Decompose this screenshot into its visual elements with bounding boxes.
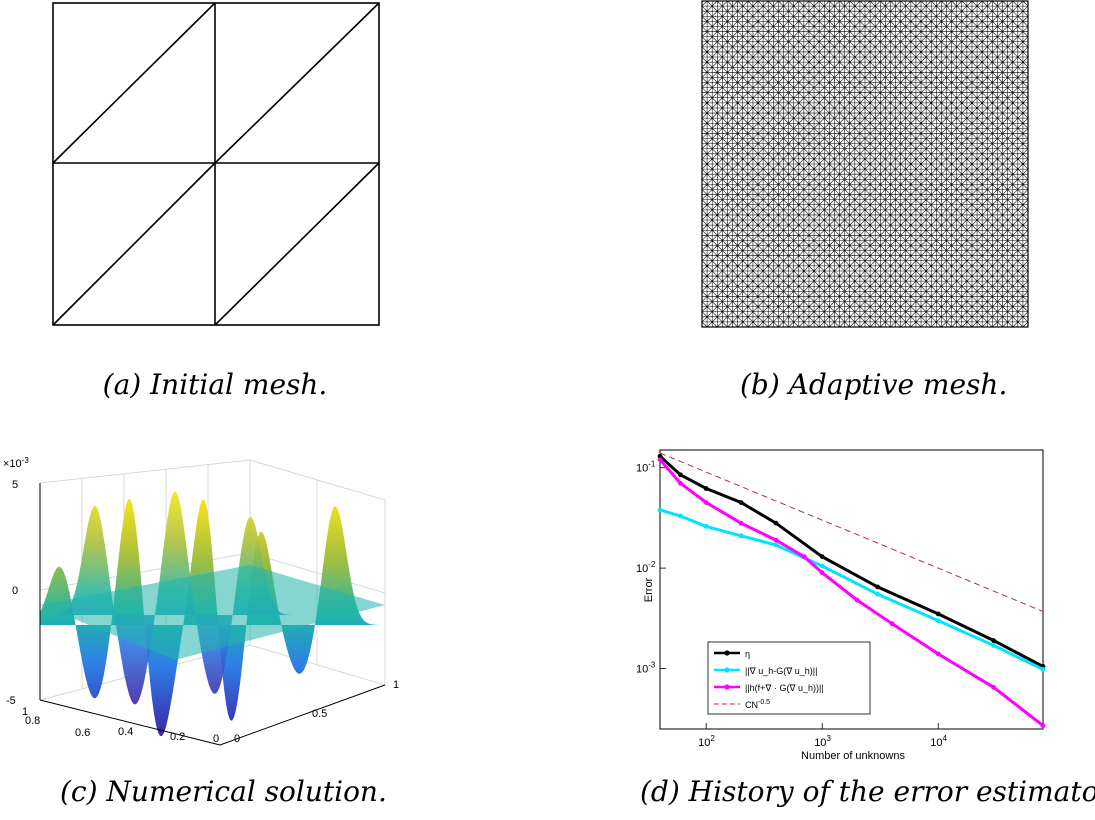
data-point xyxy=(703,486,709,491)
x-tick-label: 102 xyxy=(698,734,715,749)
mesh-edge xyxy=(214,162,380,326)
z-tick: -5 xyxy=(6,695,16,707)
mesh-edge xyxy=(52,162,216,326)
data-point xyxy=(991,642,996,648)
y-tick: 0.8 xyxy=(25,715,40,727)
adaptive-mesh-panel xyxy=(701,0,1029,328)
y-tick: 0 xyxy=(213,733,219,745)
data-point xyxy=(738,500,744,505)
series-line-1 xyxy=(659,508,1044,671)
data-point xyxy=(703,524,709,529)
data-point xyxy=(738,520,744,526)
data-point xyxy=(991,638,996,643)
data-point xyxy=(991,684,996,690)
z-tick: 5 xyxy=(12,479,18,491)
caption-b: (b) Adaptive mesh. xyxy=(740,368,1008,401)
data-point xyxy=(773,520,779,526)
surface-plane xyxy=(40,565,385,660)
caption-d: (d) History of the error estimator. xyxy=(640,775,1095,808)
legend-entry: ||h(f+∇ · G(∇ u_h))|| xyxy=(745,683,824,693)
axis-lines xyxy=(39,483,386,746)
numerical-solution-panel: ×10-3 5 0 -5 1 0.8 0.6 0.4 0.2 0 0 0.5 1 xyxy=(3,456,399,746)
caption-a: (a) Initial mesh. xyxy=(102,368,328,401)
x-axis-label: Number of unknowns xyxy=(801,750,905,762)
z-exponent-label: ×10-3 xyxy=(3,456,29,470)
y-tick: 0.2 xyxy=(170,731,185,743)
y-tick-label: 10-3 xyxy=(636,661,656,676)
x-tick: 0 xyxy=(234,733,240,745)
mesh-edge xyxy=(214,2,380,164)
y-tick-label: 10-2 xyxy=(636,560,656,575)
data-point xyxy=(935,611,941,617)
y-tick-label: 10-1 xyxy=(636,460,656,475)
y-axis-label: Error xyxy=(643,577,655,602)
data-point xyxy=(657,457,663,463)
x-tick: 0.5 xyxy=(312,708,327,720)
data-point xyxy=(854,597,860,603)
data-point xyxy=(875,584,880,590)
series-line-3 xyxy=(659,452,1044,612)
legend-entry: ||∇ u_h-G(∇ u_h)|| xyxy=(745,666,817,676)
data-point xyxy=(819,563,825,569)
x-tick: 1 xyxy=(393,679,399,691)
data-point xyxy=(935,651,941,657)
data-point xyxy=(819,570,825,576)
data-point xyxy=(678,480,683,486)
chart-legend: η ||∇ u_h-G(∇ u_h)|| ||h(f+∇ · G(∇ u_h))||… xyxy=(707,641,871,715)
data-point xyxy=(1040,667,1046,672)
error-history-chart: 102 103 104 10-1 10-2 10-3 Number of unknowns… xyxy=(636,449,1046,762)
x-tick-label: 103 xyxy=(814,734,831,749)
data-point xyxy=(678,472,683,478)
data-point xyxy=(819,554,825,560)
y-tick: 0.4 xyxy=(118,726,133,738)
series-line-2 xyxy=(658,458,1044,727)
series-line-0 xyxy=(658,455,1044,668)
data-point xyxy=(773,542,779,548)
legend-entry: η xyxy=(745,649,750,659)
data-point xyxy=(738,533,744,539)
data-point xyxy=(875,591,880,597)
x-tick-label: 104 xyxy=(930,734,947,749)
z-tick: 0 xyxy=(12,585,18,597)
data-point xyxy=(657,507,663,513)
initial-mesh-panel xyxy=(52,2,380,326)
data-point xyxy=(657,453,663,459)
caption-c: (c) Numerical solution. xyxy=(60,775,387,808)
solution-surface xyxy=(40,491,390,736)
data-point xyxy=(1040,723,1046,729)
data-point xyxy=(678,513,683,519)
data-point xyxy=(773,537,779,543)
y-tick: 0.6 xyxy=(75,727,90,739)
y-tick: 1 xyxy=(22,706,28,718)
mesh-edge xyxy=(52,2,216,164)
data-point xyxy=(801,554,807,560)
surface-row xyxy=(55,491,390,705)
data-point xyxy=(935,618,941,624)
mesh-border xyxy=(701,0,1029,328)
data-point xyxy=(703,500,709,505)
adaptive-mesh-edges xyxy=(701,0,1029,328)
legend-entry: CN-0.5 xyxy=(745,699,770,710)
data-point xyxy=(889,621,895,627)
